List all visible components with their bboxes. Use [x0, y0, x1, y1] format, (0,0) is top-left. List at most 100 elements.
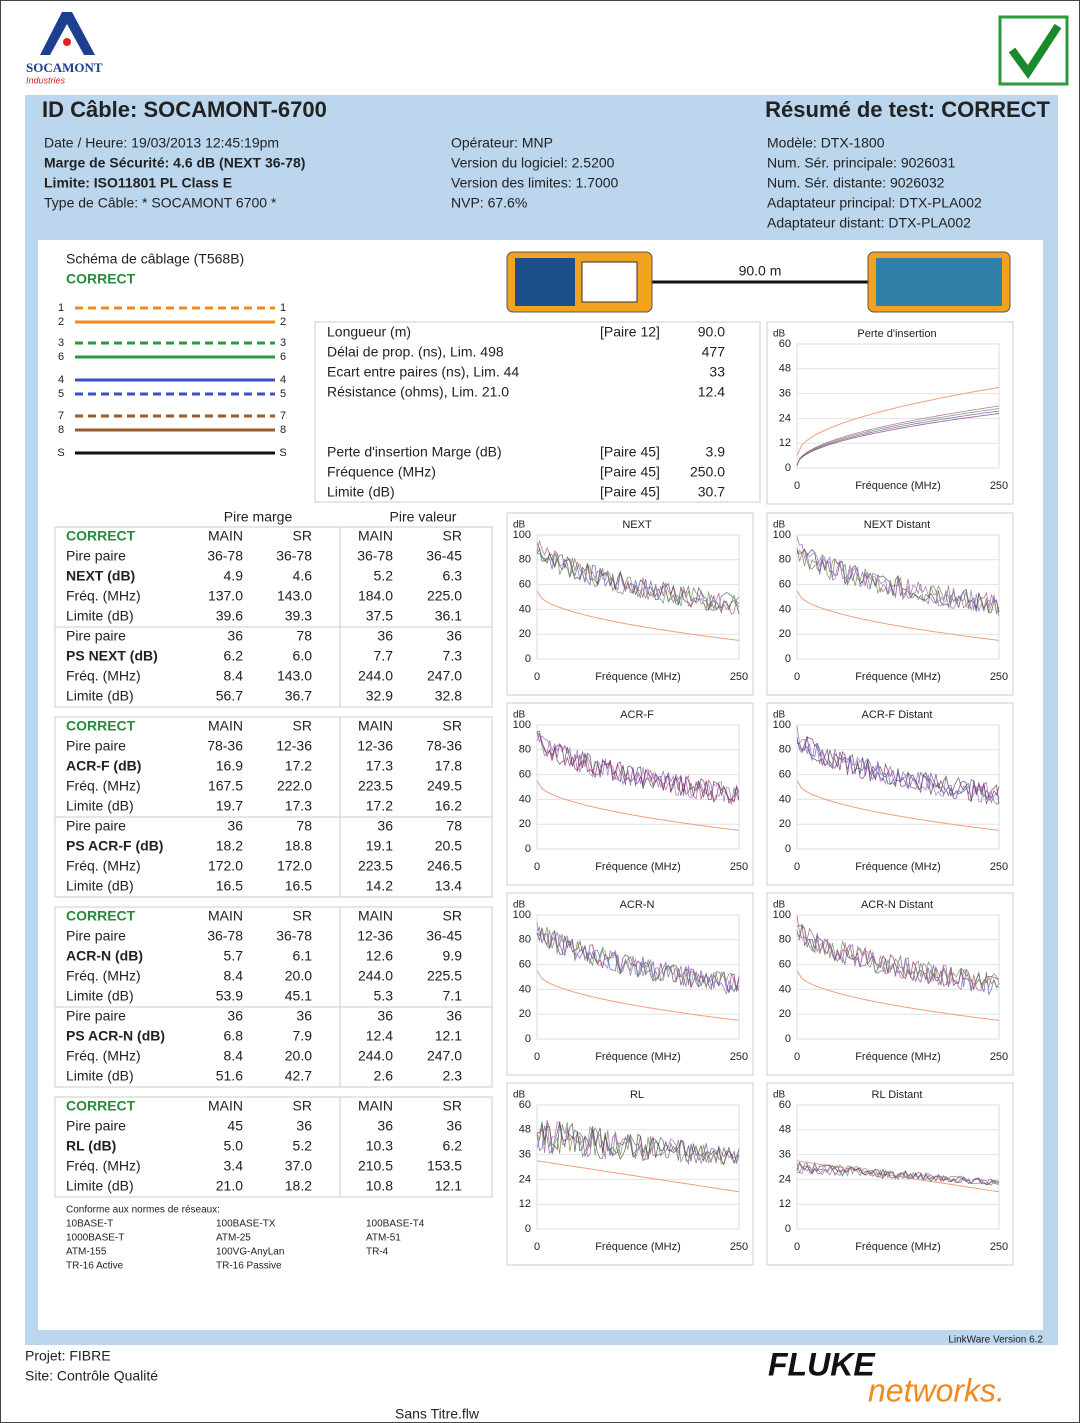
column-header: SR [443, 718, 462, 734]
cell: 5.3 [374, 988, 394, 1004]
info-line: Limite: ISO11801 PL Class E [44, 175, 232, 191]
cell: 36 [296, 1008, 312, 1024]
length-pair: [Paire 45] [600, 464, 660, 480]
info-line: NVP: 67.6% [451, 195, 527, 211]
pin-right: 2 [280, 316, 286, 328]
cell: 12.1 [435, 1178, 462, 1194]
row-label: Fréq. (MHz) [66, 778, 141, 794]
y-tick-label: 60 [779, 1099, 791, 1111]
y-tick-label: 0 [525, 1033, 531, 1045]
chart-frame [507, 1083, 753, 1265]
cell: 42.7 [285, 1068, 312, 1084]
y-tick-label: 60 [519, 579, 531, 591]
cell: 78 [296, 818, 312, 834]
cell: 36 [227, 628, 243, 644]
pin-right: 8 [280, 424, 286, 436]
length-pair: [Paire 45] [600, 484, 660, 500]
row-label: Limite (dB) [66, 1068, 134, 1084]
cell: 225.5 [427, 968, 462, 984]
cell: 32.8 [435, 688, 462, 704]
cell: 244.0 [358, 1048, 393, 1064]
cell: 45.1 [285, 988, 312, 1004]
y-tick-label: 0 [785, 462, 791, 474]
y-tick-label: 40 [519, 793, 531, 805]
brand-sub: networks. [868, 1372, 1005, 1408]
row-label: NEXT (dB) [66, 568, 135, 584]
y-tick-label: 20 [519, 818, 531, 830]
pin-left: 6 [58, 351, 64, 363]
chart-title: ACR-F [620, 709, 654, 721]
x-tick-label: 0 [534, 1241, 540, 1253]
column-header: MAIN [208, 718, 243, 734]
info-line: Version des limites: 1.7000 [451, 175, 619, 191]
pin-right: S [279, 447, 286, 459]
main-unit-keys [515, 258, 575, 306]
block-status: CORRECT [66, 1098, 136, 1114]
cell: 7.3 [443, 648, 463, 664]
row-label: PS ACR-F (dB) [66, 838, 163, 854]
test-summary: Résumé de test: CORRECT [765, 97, 1050, 122]
file-name: Sans Titre.flw [395, 1406, 480, 1422]
pin-right: 5 [280, 388, 286, 400]
row-label: Limite (dB) [66, 1178, 134, 1194]
cell: 17.2 [285, 758, 312, 774]
cell: 10.3 [366, 1138, 393, 1154]
cell: 5.2 [293, 1138, 313, 1154]
y-tick-label: 40 [779, 603, 791, 615]
cell: 36 [377, 628, 393, 644]
x-tick-label: 250 [730, 861, 748, 873]
row-label: ACR-F (dB) [66, 758, 141, 774]
x-tick-label: 250 [730, 1241, 748, 1253]
pin-left: 1 [58, 302, 64, 314]
cell: 53.9 [216, 988, 243, 1004]
x-axis-label: Fréquence (MHz) [595, 671, 681, 683]
cell: 36 [446, 628, 462, 644]
cell: 36-45 [426, 928, 462, 944]
chart-frame [767, 322, 1013, 504]
cell: 16.5 [285, 878, 312, 894]
y-tick-label: 60 [779, 579, 791, 591]
y-tick-label: 100 [513, 529, 531, 541]
cell: 36 [377, 818, 393, 834]
info-line: Num. Sér. principale: 9026031 [767, 155, 956, 171]
cell: 6.8 [224, 1028, 244, 1044]
row-label: Limite (dB) [66, 878, 134, 894]
cell: 36 [446, 1118, 462, 1134]
compliance-item: TR-4 [366, 1247, 389, 1258]
y-tick-label: 60 [779, 338, 791, 350]
row-label: Limite (dB) [66, 798, 134, 814]
length-label: Ecart entre paires (ns), Lim. 44 [327, 364, 519, 380]
cell: 36 [446, 1008, 462, 1024]
y-tick-label: 36 [779, 1149, 791, 1161]
cell: 78-36 [207, 738, 243, 754]
cell: 51.6 [216, 1068, 243, 1084]
y-tick-label: 40 [519, 603, 531, 615]
row-label: ACR-N (dB) [66, 948, 143, 964]
cell: 16.9 [216, 758, 243, 774]
x-tick-label: 0 [794, 480, 800, 492]
cell: 222.0 [277, 778, 312, 794]
pass-check [1000, 17, 1067, 84]
chart-frame [767, 1083, 1013, 1265]
cell: 137.0 [208, 588, 243, 604]
compliance-item: TR-16 Active [66, 1261, 124, 1272]
y-tick-label: 48 [519, 1124, 531, 1136]
cell: 19.1 [366, 838, 393, 854]
y-tick-label: 60 [519, 1099, 531, 1111]
cell: 36-78 [207, 548, 243, 564]
site: Site: Contrôle Qualité [25, 1368, 158, 1384]
x-tick-label: 250 [730, 1051, 748, 1063]
y-tick-label: 48 [779, 363, 791, 375]
cell: 8.4 [224, 968, 244, 984]
remote-unit-face [876, 258, 1002, 306]
cell: 247.0 [427, 1048, 462, 1064]
group-label: Pire valeur [390, 509, 457, 525]
column-header: MAIN [358, 1098, 393, 1114]
y-tick-label: 24 [779, 1173, 791, 1185]
compliance-title: Conforme aux normes de réseaux: [66, 1205, 220, 1216]
x-axis-label: Fréquence (MHz) [855, 480, 941, 492]
cell: 12.6 [366, 948, 393, 964]
x-axis-label: Fréquence (MHz) [855, 671, 941, 683]
compliance-item: ATM-25 [216, 1233, 251, 1244]
column-header: SR [293, 528, 312, 544]
